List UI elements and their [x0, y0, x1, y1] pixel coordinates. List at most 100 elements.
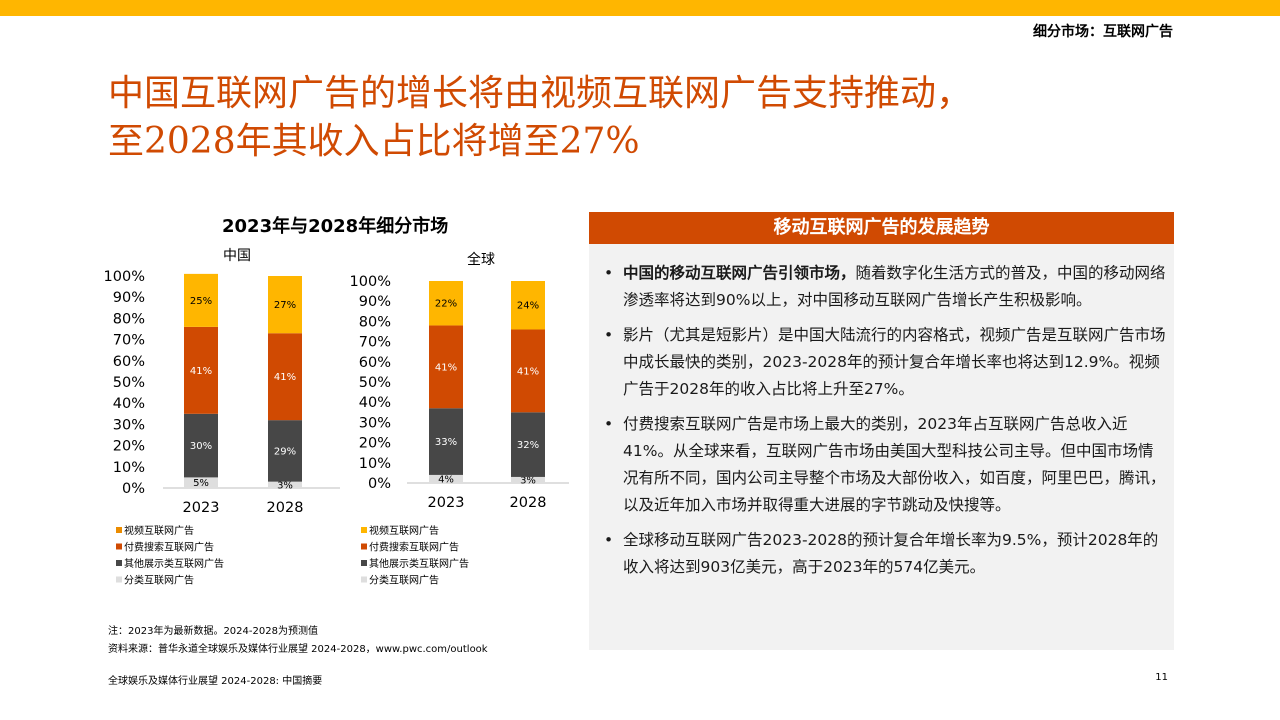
bullet-dot: •	[604, 264, 614, 282]
chart-china: 中国 100% 90% 80% 70% 60% 50% 40% 30% 20% 10% 0% 5% 30%…	[104, 248, 340, 587]
page-number: 11	[1155, 672, 1168, 683]
legend-label: 付费搜索互联网广告	[124, 541, 214, 554]
y-tick-label: 70%	[113, 333, 145, 349]
bar-segment	[429, 325, 463, 409]
data-label: 41%	[517, 366, 539, 377]
trends-panel	[589, 212, 1174, 650]
bullet-item: • 中国的移动互联网广告引领市场，随着数字化生活方式的普及，中国的移动网络渗透率将…	[600, 260, 1168, 314]
bullet-bold-text: 中国的移动互联网广告引领市场，	[623, 264, 856, 282]
y-tick-label: 30%	[359, 415, 391, 431]
legend-label: 其他展示类互联网广告	[369, 557, 469, 570]
panel-heading: 移动互联网广告的发展趋势	[589, 212, 1174, 244]
legend-label: 分类互联网广告	[124, 574, 194, 587]
data-label: 3%	[520, 475, 536, 486]
bar-segment	[184, 477, 218, 488]
bar-segment	[511, 329, 545, 413]
y-tick-label: 100%	[350, 274, 391, 290]
y-tick-label: 80%	[359, 314, 391, 330]
title-line-1: 中国互联网广告的增长将由视频互联网广告支持推动，	[108, 73, 973, 114]
title-line-2: 至2028年其收入占比将增至27%	[108, 121, 640, 162]
bullet-item: • 影片（尤其是短影片）是中国大陆流行的内容格式，视频广告是互联网广告市场中成长最…	[600, 322, 1168, 403]
y-tick-label: 10%	[113, 460, 145, 476]
bar-segment	[511, 412, 545, 477]
data-label: 30%	[190, 441, 212, 452]
y-tick-label: 0%	[368, 476, 391, 492]
y-tick-label: 20%	[359, 436, 391, 452]
bar-segment	[268, 481, 302, 488]
legend-label: 视频互联网广告	[369, 524, 439, 537]
bullet-list: • 中国的移动互联网广告引领市场，随着数字化生活方式的普及，中国的移动网络渗透率将…	[600, 260, 1168, 589]
bar-segment	[268, 333, 302, 421]
data-label: 33%	[435, 437, 457, 448]
y-tick-label: 60%	[113, 354, 145, 370]
y-tick-label: 40%	[113, 396, 145, 412]
bullet-text: 付费搜索互联网广告是市场上最大的类别，2023年占互联网广告总收入近41%。从全…	[623, 415, 1166, 514]
legend-swatch	[116, 576, 122, 583]
legend-swatch	[116, 560, 122, 566]
data-label: 4%	[438, 474, 454, 485]
y-tick-label: 60%	[359, 355, 391, 371]
bar-segment	[184, 326, 218, 414]
legend-swatch	[116, 527, 122, 533]
data-label: 25%	[190, 296, 212, 307]
bullet-item: • 付费搜索互联网广告是市场上最大的类别，2023年占互联网广告总收入近41%。从…	[600, 411, 1168, 519]
footnote-note: 注：2023年为最新数据。2024-2028为预测值	[108, 626, 318, 637]
legend-swatch	[116, 543, 122, 550]
y-tick-label: 90%	[359, 294, 391, 310]
legend-label: 分类互联网广告	[369, 574, 439, 587]
data-label: 22%	[435, 299, 457, 310]
bullet-dot: •	[604, 326, 614, 344]
y-tick-label: 30%	[113, 417, 145, 433]
legend-swatch	[361, 527, 367, 533]
y-tick-label: 10%	[359, 456, 391, 472]
bar-segment	[184, 413, 218, 478]
y-tick-label: 80%	[113, 311, 145, 327]
legend-label: 付费搜索互联网广告	[369, 541, 459, 554]
bullet-dot: •	[604, 531, 614, 549]
legend-label: 视频互联网广告	[124, 524, 194, 537]
bar-segment	[429, 474, 463, 483]
data-label: 27%	[274, 300, 296, 311]
x-tick-label: 2028	[510, 495, 547, 511]
bullet-text: 影片（尤其是短影片）是中国大陆流行的内容格式，视频广告是互联网广告市场中成长最快…	[623, 326, 1166, 398]
x-tick-label: 2023	[183, 500, 220, 516]
bar-segment	[268, 276, 302, 334]
page-title: 中国互联网广告的增长将由视频互联网广告支持推动， 至2028年其收入占比将增至2…	[108, 70, 1168, 166]
bullet-item: • 全球移动互联网广告2023-2028的预计复合年增长率为9.5%，预计2028…	[600, 527, 1168, 581]
report-name: 全球娱乐及媒体行业展望 2024-2028: 中国摘要	[108, 676, 323, 687]
data-label: 24%	[517, 301, 539, 312]
bullet-text: 随着数字化生活方式的普及，中国的移动网络渗透率将达到90%以上，对中国移动互联网…	[623, 264, 1166, 309]
y-tick-label: 0%	[122, 481, 145, 497]
data-label: 41%	[435, 362, 457, 373]
x-tick-label: 2028	[267, 500, 304, 516]
y-tick-label: 50%	[113, 375, 145, 391]
bar-segment	[429, 408, 463, 475]
data-label: 41%	[190, 366, 212, 377]
chart-subtitle: 中国	[223, 248, 251, 264]
bar-segment	[511, 281, 545, 330]
bar-segment	[184, 273, 218, 327]
data-label: 41%	[274, 372, 296, 383]
legend-label: 其他展示类互联网广告	[124, 557, 224, 570]
y-tick-label: 40%	[359, 395, 391, 411]
y-tick-label: 70%	[359, 335, 391, 351]
x-tick-label: 2023	[428, 495, 465, 511]
bar-segment	[429, 281, 463, 326]
chart-subtitle: 全球	[467, 251, 495, 268]
footnote-source: 资料来源：普华永道全球娱乐及媒体行业展望 2024-2028，www.pwc.c…	[108, 644, 488, 655]
legend-swatch	[361, 560, 367, 566]
bar-segment	[511, 476, 545, 483]
data-label: 32%	[517, 440, 539, 451]
legend-swatch	[361, 543, 367, 550]
top-accent-bar	[0, 0, 1280, 16]
data-label: 5%	[193, 478, 209, 489]
bullet-dot: •	[604, 415, 614, 433]
chart-global: 全球 100% 90% 80% 70% 60% 50% 40% 30% 20% 10% 0% 4% 33%…	[350, 251, 569, 587]
y-tick-label: 20%	[113, 439, 145, 455]
legend-swatch	[361, 576, 367, 583]
section-label: 细分市场：互联网广告	[1033, 24, 1173, 40]
data-label: 3%	[277, 480, 293, 491]
bar-segment	[268, 420, 302, 482]
data-label: 29%	[274, 446, 296, 457]
y-tick-label: 90%	[113, 290, 145, 306]
